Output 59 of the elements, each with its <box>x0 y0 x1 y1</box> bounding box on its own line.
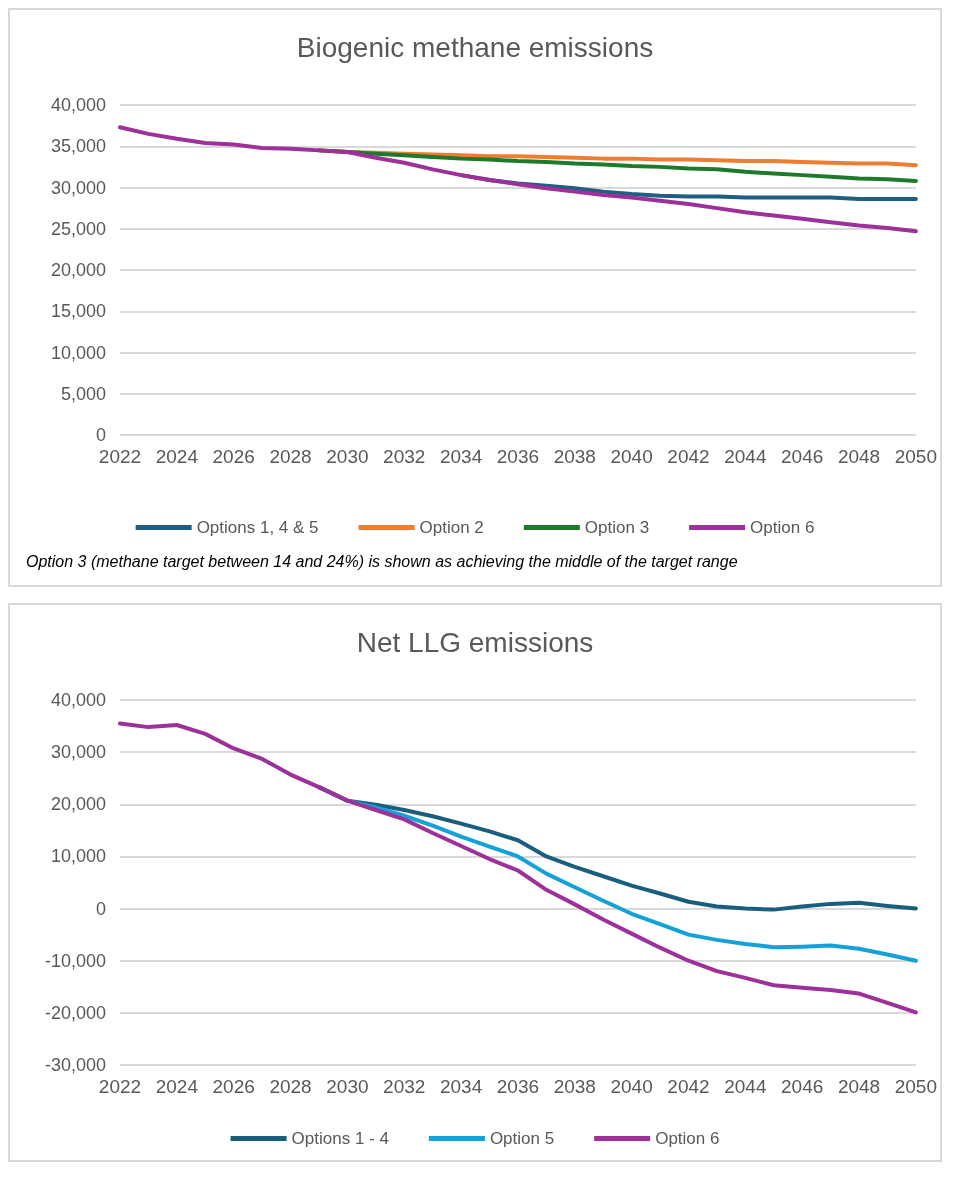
x-tick-label: 2042 <box>667 446 710 467</box>
y-tick-label: 5,000 <box>60 383 106 404</box>
x-tick-label: 2024 <box>155 446 199 467</box>
x-tick-label: 2034 <box>439 446 483 467</box>
x-tick-label: 2044 <box>724 1076 767 1097</box>
x-tick-label: 2024 <box>155 1076 199 1097</box>
x-tick-label: 2030 <box>326 446 369 467</box>
x-tick-label: 2026 <box>212 446 255 467</box>
line-series <box>118 125 918 234</box>
y-tick-label: 30,000 <box>50 742 106 763</box>
legend-label: Option 6 <box>750 518 815 537</box>
x-tick-label: 2038 <box>553 1076 596 1097</box>
y-tick-label: 0 <box>95 898 106 919</box>
x-tick-label: 2022 <box>98 446 142 467</box>
y-tick-label: -30,000 <box>44 1055 106 1075</box>
y-tick-label: -10,000 <box>44 950 106 971</box>
x-tick-label: 2036 <box>496 446 540 467</box>
y-tick-label: 10,000 <box>50 846 106 867</box>
x-tick-label: 2046 <box>781 446 824 467</box>
chart-title: Net LLG emissions <box>356 626 594 658</box>
x-tick-label: 2032 <box>383 1076 426 1097</box>
x-tick-label: 2044 <box>724 446 767 467</box>
y-tick-label: 30,000 <box>50 177 106 198</box>
x-tick-label: 2050 <box>894 1076 938 1097</box>
x-tick-label: 2030 <box>326 1076 369 1097</box>
text: Option 3 (methane target between 14 and 24%) is shown as achieving the middle of the target range <box>26 552 738 570</box>
x-tick-label: 2038 <box>553 446 596 467</box>
x-tick-label: 2040 <box>610 446 653 467</box>
legend-label: Option 3 <box>584 518 650 537</box>
x-tick-label: 2034 <box>439 1076 483 1097</box>
y-tick-label: 35,000 <box>50 136 106 157</box>
legend-label: Option 6 <box>655 1129 720 1148</box>
x-tick-label: 2028 <box>269 446 312 467</box>
y-tick-label: 20,000 <box>50 794 106 815</box>
x-tick-label: 2032 <box>383 446 426 467</box>
y-tick-label: 25,000 <box>50 218 106 239</box>
y-tick-label: 40,000 <box>50 690 106 710</box>
x-tick-label: 2036 <box>496 1076 540 1097</box>
line-series <box>118 721 918 1015</box>
legend-label: Options 1, 4 & 5 <box>196 518 319 537</box>
y-tick-label: 20,000 <box>50 260 106 280</box>
y-tick-label: 10,000 <box>50 342 106 363</box>
chart-title: Biogenic methane emissions <box>296 31 654 63</box>
x-tick-label: 2048 <box>837 1076 881 1097</box>
y-tick-label: 15,000 <box>50 301 106 322</box>
x-tick-label: 2046 <box>781 1076 824 1097</box>
y-tick-label: 0 <box>95 425 106 445</box>
x-tick-label: 2048 <box>837 446 881 467</box>
y-tick-label: 40,000 <box>50 95 106 115</box>
legend-label: Options 1 - 4 <box>291 1129 389 1148</box>
legend-label: Option 5 <box>489 1129 555 1148</box>
x-tick-label: 2028 <box>269 1076 312 1097</box>
x-tick-label: 2050 <box>894 446 938 467</box>
x-tick-label: 2040 <box>610 1076 653 1097</box>
x-tick-label: 2042 <box>667 1076 710 1097</box>
y-tick-label: -20,000 <box>44 1002 106 1023</box>
x-tick-label: 2022 <box>98 1076 142 1097</box>
legend-label: Option 2 <box>419 518 484 537</box>
x-tick-label: 2026 <box>212 1076 255 1097</box>
